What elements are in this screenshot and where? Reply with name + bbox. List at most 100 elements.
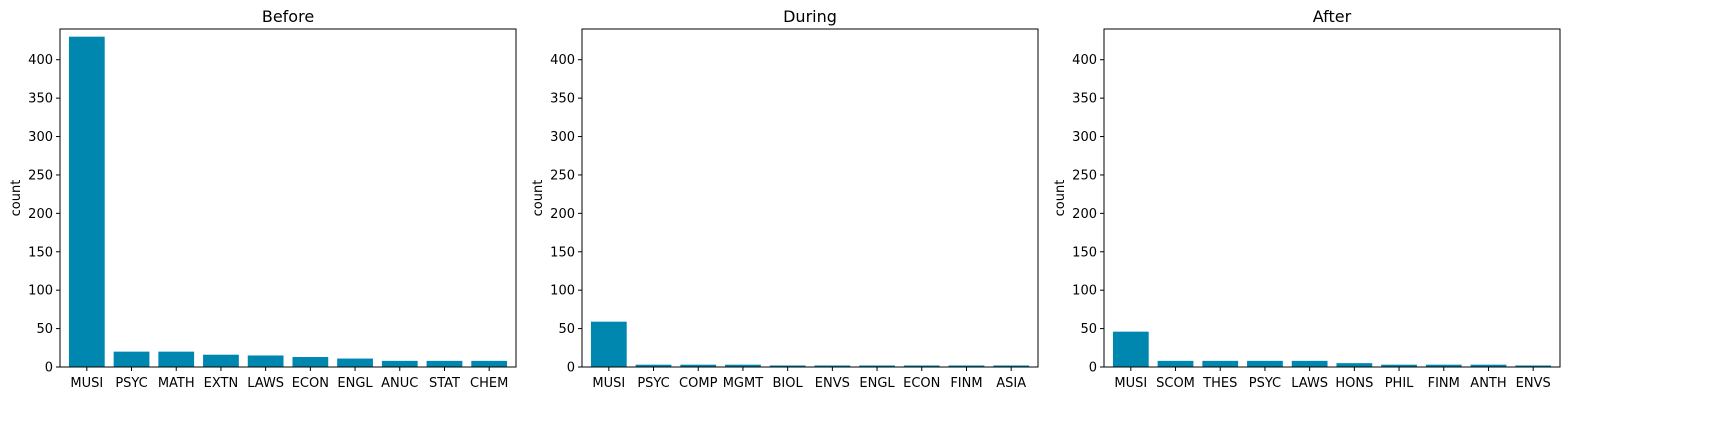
x-tick-label: ANTH <box>1470 376 1506 391</box>
plot-frame <box>1103 28 1561 368</box>
y-tick-label: 350 <box>1072 92 1097 107</box>
y-tick-label: 100 <box>1072 284 1097 299</box>
x-tick-label: MUSI <box>592 376 625 391</box>
chart-title: After <box>1313 7 1352 26</box>
x-tick-label: FINM <box>1428 376 1460 391</box>
x-tick-label: EXTN <box>204 376 239 391</box>
x-tick-label: FINM <box>950 376 982 391</box>
bar-hons <box>1336 363 1373 367</box>
bar-psyc <box>113 351 150 367</box>
y-axis-label: count <box>9 180 24 217</box>
bar-econ <box>292 357 329 367</box>
y-tick-label: 400 <box>550 53 575 68</box>
bar-stat <box>426 360 463 367</box>
y-tick-label: 300 <box>28 130 53 145</box>
y-tick-label: 300 <box>1072 130 1097 145</box>
y-tick-label: 350 <box>550 92 575 107</box>
x-tick-label: MUSI <box>70 376 103 391</box>
x-tick-label: MUSI <box>1114 376 1147 391</box>
bar-envs <box>1515 365 1552 367</box>
bar-laws <box>1291 360 1328 367</box>
subplot-before: Before count 0 50 100 150 200 250 300 350 400 MUSI P… <box>9 7 517 391</box>
y-tick-label: 250 <box>28 168 53 183</box>
bar-finm <box>1425 364 1462 367</box>
x-tick-label: ENGL <box>337 376 373 391</box>
x-tick-label: ENGL <box>859 376 895 391</box>
x-tick-label: THES <box>1202 376 1237 391</box>
bar-thes <box>1202 360 1239 367</box>
y-tick-label: 150 <box>550 245 575 260</box>
bar-anuc <box>381 360 418 367</box>
x-tick-label: MGMT <box>723 376 764 391</box>
y-tick-label: 200 <box>550 207 575 222</box>
bar-chem <box>471 360 508 367</box>
bar-laws <box>247 355 284 367</box>
bar-engl <box>337 358 373 367</box>
y-tick-label: 200 <box>28 207 53 222</box>
bar-psyc <box>635 364 672 367</box>
bar-comp <box>680 364 717 367</box>
bar-scom <box>1157 360 1194 367</box>
chart-title: During <box>783 7 837 26</box>
y-tick-label: 50 <box>558 322 575 337</box>
bar-mgmt <box>725 364 761 367</box>
x-tick-label: PSYC <box>637 376 669 391</box>
x-tick-label: PSYC <box>115 376 147 391</box>
y-axis-label: count <box>531 180 546 217</box>
plot-frame <box>59 28 517 368</box>
plot-frame <box>581 28 1039 368</box>
bar-asia <box>993 365 1030 367</box>
x-tick-label: PSYC <box>1249 376 1281 391</box>
bar-musi <box>1112 331 1149 367</box>
x-tick-label: ECON <box>292 376 329 391</box>
y-axis-label: count <box>1053 180 1068 217</box>
y-tick-label: 0 <box>1089 361 1097 376</box>
x-tick-label: ENVS <box>815 376 850 391</box>
x-tick-label: LAWS <box>1291 376 1328 391</box>
bar-phil <box>1381 364 1417 367</box>
x-tick-label: BIOL <box>773 376 804 391</box>
y-tick-label: 400 <box>28 53 53 68</box>
y-tick-label: 250 <box>550 168 575 183</box>
bar-psyc <box>1247 360 1283 367</box>
x-tick-label: MATH <box>158 376 195 391</box>
x-tick-label: CHEM <box>470 376 508 391</box>
y-tick-label: 400 <box>1072 53 1097 68</box>
bar-engl <box>859 365 895 367</box>
x-tick-label: ANUC <box>381 376 418 391</box>
x-tick-label: PHIL <box>1385 376 1414 391</box>
bar-math <box>158 351 195 367</box>
y-tick-label: 100 <box>550 284 575 299</box>
x-tick-label: COMP <box>679 376 718 391</box>
bar-finm <box>948 365 985 367</box>
x-tick-label: ENVS <box>1516 376 1551 391</box>
subplot-during: During count 0 50 100 150 200 250 300 350 400 MUSI P… <box>531 7 1039 391</box>
y-tick-label: 250 <box>1072 168 1097 183</box>
x-tick-label: LAWS <box>247 376 284 391</box>
x-tick-label: STAT <box>429 376 460 391</box>
bar-econ <box>903 365 940 367</box>
chart-title: Before <box>262 7 314 26</box>
bar-envs <box>814 365 851 367</box>
y-tick-label: 150 <box>1072 245 1097 260</box>
x-tick-label: HONS <box>1335 376 1373 391</box>
y-tick-label: 100 <box>28 284 53 299</box>
bar-musi <box>68 36 105 367</box>
y-tick-label: 350 <box>28 92 53 107</box>
bar-anth <box>1470 364 1507 367</box>
x-tick-label: SCOM <box>1156 376 1195 391</box>
y-tick-label: 0 <box>45 361 53 376</box>
bar-biol <box>769 365 806 367</box>
bar-musi <box>590 321 627 367</box>
y-tick-label: 50 <box>1080 322 1097 337</box>
x-tick-label: ASIA <box>996 376 1026 391</box>
x-tick-label: ECON <box>903 376 940 391</box>
y-tick-label: 300 <box>550 130 575 145</box>
y-tick-label: 200 <box>1072 207 1097 222</box>
subplot-after: After count 0 50 100 150 200 250 300 350 400 MUSI SC… <box>1053 7 1561 391</box>
bar-extn <box>203 354 239 367</box>
y-tick-label: 50 <box>36 322 53 337</box>
y-tick-label: 0 <box>567 361 575 376</box>
y-tick-label: 150 <box>28 245 53 260</box>
